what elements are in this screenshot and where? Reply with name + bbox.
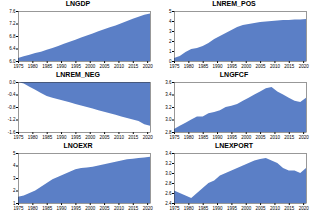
- svg-text:2010: 2010: [114, 135, 125, 140]
- svg-text:3.0: 3.0: [165, 171, 172, 176]
- svg-text:3.0: 3.0: [165, 117, 172, 122]
- svg-text:1975: 1975: [169, 64, 180, 69]
- svg-text:3.4: 3.4: [165, 151, 172, 156]
- html-text:LNREM_POS: LNREM_POS: [212, 0, 256, 7]
- svg-text:1985: 1985: [198, 206, 209, 211]
- svg-text:-0.8: -0.8: [8, 105, 16, 110]
- svg-text:5: 5: [13, 151, 16, 156]
- svg-text:1990: 1990: [213, 206, 224, 211]
- svg-text:1990: 1990: [57, 135, 68, 140]
- svg-text:2020: 2020: [299, 135, 310, 140]
- svg-text:-0.4: -0.4: [8, 92, 16, 97]
- svg-text:1975: 1975: [13, 135, 24, 140]
- svg-text:2000: 2000: [85, 64, 96, 69]
- svg-text:6.0: 6.0: [9, 58, 16, 64]
- svg-text:3: 3: [169, 29, 172, 34]
- svg-text:2020: 2020: [143, 206, 154, 211]
- svg-text:2005: 2005: [100, 64, 111, 69]
- svg-text:2015: 2015: [128, 206, 139, 211]
- svg-text:2010: 2010: [114, 64, 125, 69]
- svg-text:1980: 1980: [28, 64, 39, 69]
- svg-text:2020: 2020: [299, 64, 310, 69]
- svg-text:1980: 1980: [184, 135, 195, 140]
- svg-text:5: 5: [169, 9, 172, 14]
- svg-text:3.4: 3.4: [165, 92, 172, 97]
- svg-text:2015: 2015: [128, 135, 139, 140]
- svg-text:1995: 1995: [227, 135, 238, 140]
- html-text:LNGDP: LNGDP: [65, 0, 91, 7]
- html-text:LNOEXR: LNOEXR: [63, 142, 93, 149]
- svg-text:2010: 2010: [270, 135, 281, 140]
- svg-text:1975: 1975: [13, 64, 24, 69]
- svg-text:3.2: 3.2: [165, 161, 172, 166]
- svg-text:1985: 1985: [42, 64, 53, 69]
- svg-text:1980: 1980: [184, 206, 195, 211]
- svg-text:-1.2: -1.2: [8, 117, 16, 122]
- svg-text:2020: 2020: [299, 206, 310, 211]
- svg-text:1995: 1995: [227, 64, 238, 69]
- svg-text:2010: 2010: [270, 206, 281, 211]
- svg-text:2005: 2005: [100, 135, 111, 140]
- svg-text:2010: 2010: [114, 206, 125, 211]
- svg-text:2.6: 2.6: [165, 191, 172, 196]
- svg-text:1985: 1985: [198, 135, 209, 140]
- svg-text:1: 1: [169, 49, 172, 54]
- svg-text:7.2: 7.2: [9, 21, 16, 26]
- svg-text:1990: 1990: [57, 64, 68, 69]
- svg-text:2010: 2010: [270, 64, 281, 69]
- svg-text:1995: 1995: [71, 64, 82, 69]
- svg-text:2005: 2005: [256, 64, 267, 69]
- svg-text:2.8: 2.8: [165, 181, 172, 186]
- svg-text:7.6: 7.6: [9, 9, 16, 14]
- svg-text:1975: 1975: [169, 206, 180, 211]
- svg-text:2020: 2020: [143, 135, 154, 140]
- svg-text:2000: 2000: [241, 64, 252, 69]
- svg-text:1980: 1980: [184, 64, 195, 69]
- svg-text:6.4: 6.4: [9, 46, 16, 51]
- svg-text:2: 2: [13, 188, 16, 193]
- svg-text:1975: 1975: [169, 135, 180, 140]
- svg-text:1985: 1985: [42, 206, 53, 211]
- svg-text:1990: 1990: [213, 135, 224, 140]
- svg-text:1980: 1980: [28, 206, 39, 211]
- svg-text:2: 2: [169, 39, 172, 44]
- svg-text:2015: 2015: [284, 135, 295, 140]
- svg-text:1975: 1975: [13, 206, 24, 211]
- svg-text:2005: 2005: [256, 135, 267, 140]
- svg-text:1985: 1985: [42, 135, 53, 140]
- svg-text:2015: 2015: [284, 64, 295, 69]
- html-text:LNREM_NEG: LNREM_NEG: [56, 71, 100, 78]
- svg-text:2015: 2015: [128, 64, 139, 69]
- html-text:LNEXPORT: LNEXPORT: [214, 142, 254, 149]
- svg-text:2000: 2000: [241, 206, 252, 211]
- svg-text:3.6: 3.6: [165, 80, 172, 85]
- svg-text:0: 0: [169, 58, 172, 64]
- svg-text:1985: 1985: [198, 64, 209, 69]
- svg-text:2.8: 2.8: [165, 129, 172, 135]
- svg-text:1995: 1995: [227, 206, 238, 211]
- svg-text:2.4: 2.4: [165, 200, 172, 206]
- svg-text:3: 3: [13, 176, 16, 181]
- svg-text:4: 4: [13, 163, 16, 168]
- svg-text:2015: 2015: [284, 206, 295, 211]
- svg-text:1995: 1995: [71, 206, 82, 211]
- svg-text:6.8: 6.8: [9, 34, 16, 39]
- svg-text:2005: 2005: [100, 206, 111, 211]
- svg-text:2000: 2000: [85, 135, 96, 140]
- svg-text:2000: 2000: [241, 135, 252, 140]
- svg-text:2020: 2020: [143, 64, 154, 69]
- svg-text:1990: 1990: [57, 206, 68, 211]
- svg-text:1995: 1995: [71, 135, 82, 140]
- svg-text:1990: 1990: [213, 64, 224, 69]
- svg-text:-1.6: -1.6: [7, 129, 16, 135]
- svg-text:0.0: 0.0: [9, 80, 16, 85]
- svg-text:1: 1: [13, 200, 16, 206]
- svg-text:4: 4: [169, 19, 172, 24]
- html-text:LNGFCF: LNGFCF: [219, 71, 249, 78]
- svg-text:2005: 2005: [256, 206, 267, 211]
- svg-text:1980: 1980: [28, 135, 39, 140]
- svg-text:3.2: 3.2: [165, 105, 172, 110]
- svg-text:2000: 2000: [85, 206, 96, 211]
